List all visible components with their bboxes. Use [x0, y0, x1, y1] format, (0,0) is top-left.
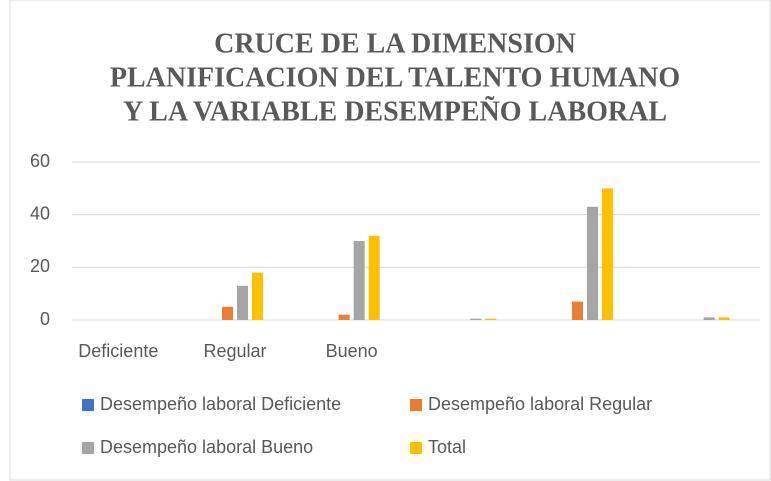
bar	[602, 188, 613, 320]
bar	[470, 318, 482, 320]
bar	[252, 272, 263, 320]
y-tick-label: 20	[30, 256, 50, 276]
bar	[338, 314, 350, 320]
x-tick-label: Regular	[203, 341, 266, 361]
y-tick-label: 60	[30, 151, 50, 171]
bar	[718, 317, 730, 320]
bar	[572, 301, 583, 320]
legend-label: Desempeño laboral Bueno	[100, 437, 313, 457]
chart-title: Y LA VARIABLE DESEMPEÑO LABORAL	[123, 96, 667, 127]
legend-label: Total	[428, 437, 466, 457]
chart-title: PLANIFICACION DEL TALENTO HUMANO	[110, 62, 680, 93]
legend-swatch	[410, 399, 422, 411]
legend-swatch	[410, 442, 422, 454]
bar	[368, 235, 380, 320]
x-tick-label: Deficiente	[78, 341, 158, 361]
chart-frame	[9, 0, 771, 481]
x-tick-label: Bueno	[326, 341, 378, 361]
bar	[222, 306, 233, 320]
bar	[703, 317, 715, 320]
legend-label: Desempeño laboral Regular	[428, 394, 652, 414]
legend-swatch	[82, 442, 94, 454]
legend-label: Desempeño laboral Deficiente	[100, 394, 341, 414]
bar	[587, 206, 598, 320]
bar	[353, 241, 365, 320]
bar	[237, 285, 248, 320]
y-tick-label: 0	[40, 309, 50, 329]
legend-swatch	[82, 399, 94, 411]
bar	[485, 318, 497, 320]
chart-title: CRUCE DE LA DIMENSION	[214, 28, 576, 59]
y-tick-label: 40	[30, 203, 50, 223]
